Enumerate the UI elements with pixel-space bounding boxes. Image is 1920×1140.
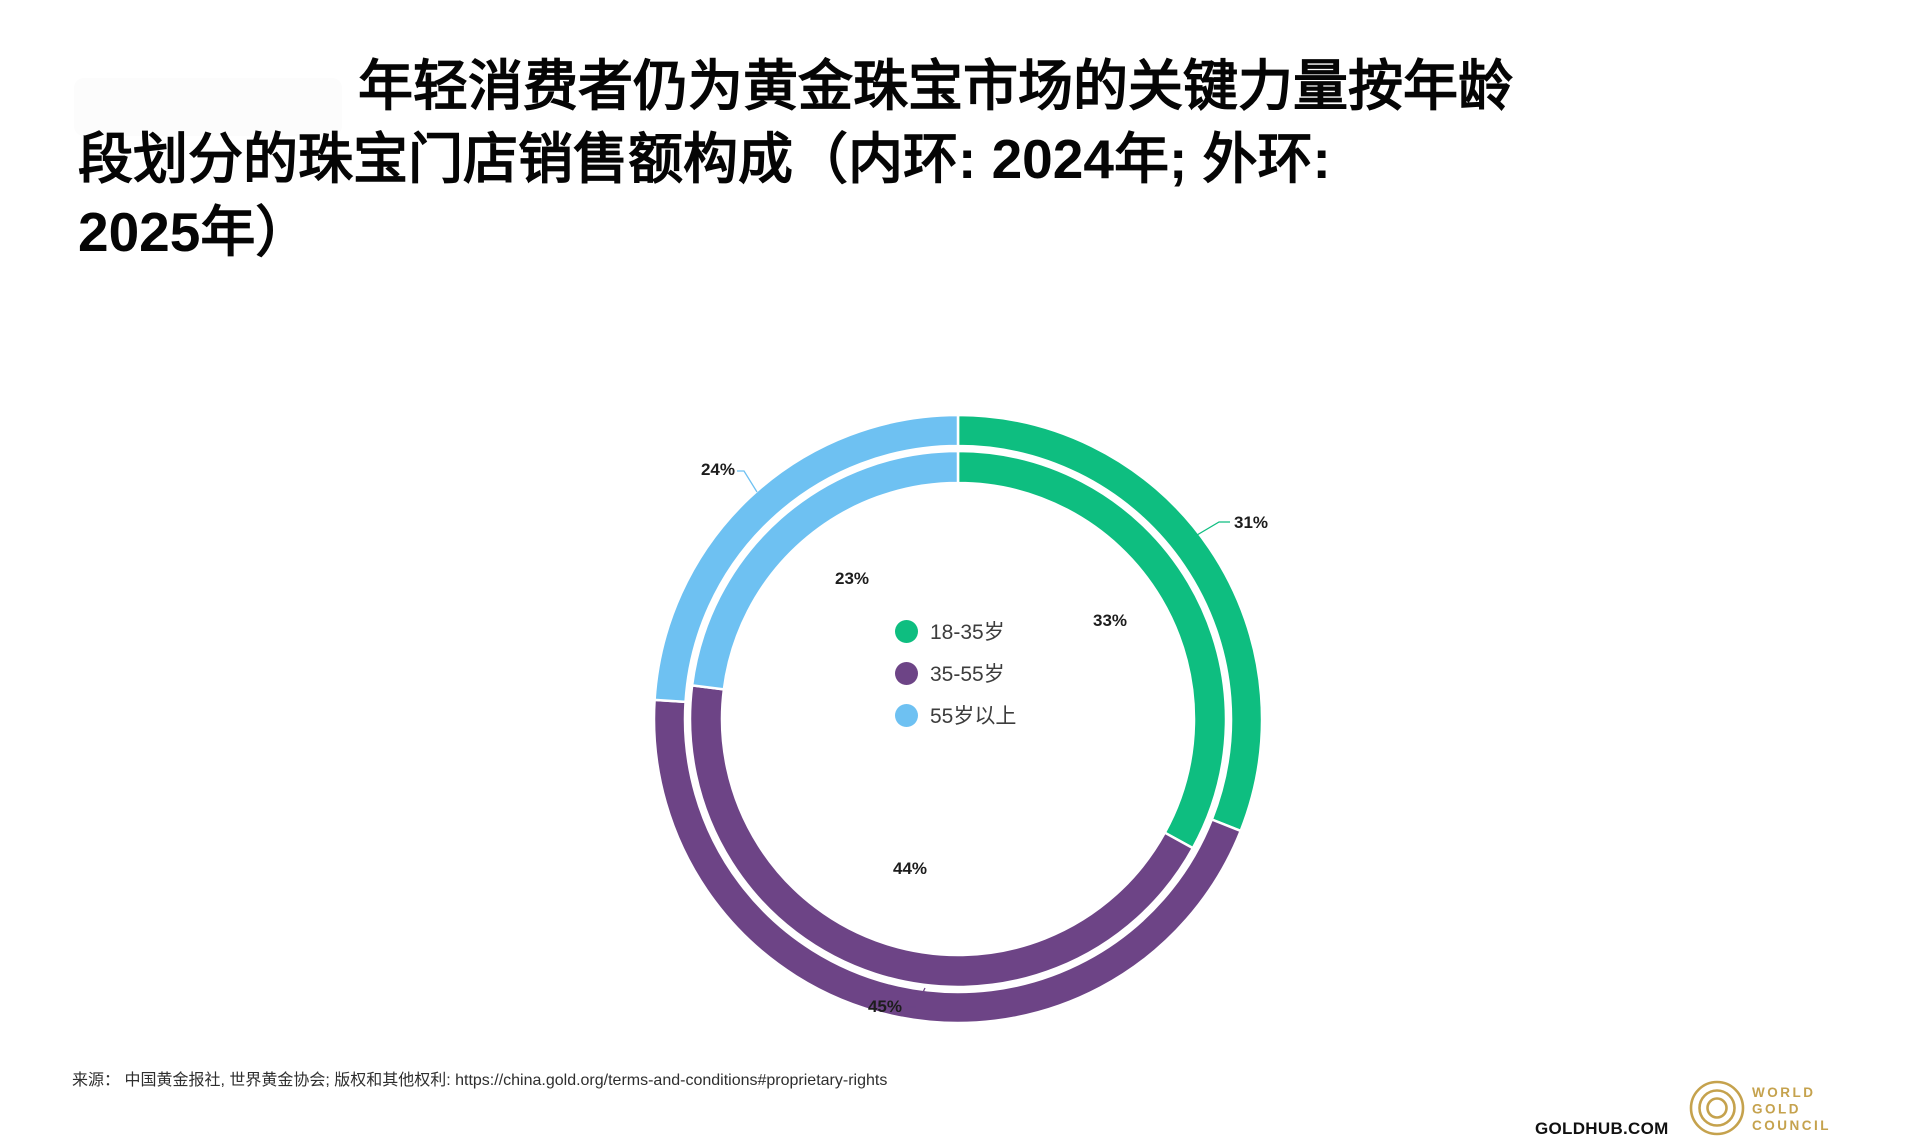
legend-swatch-18-35-icon bbox=[895, 619, 918, 643]
data-label-inner-18-35: 33% bbox=[1092, 611, 1128, 630]
title-line-1: 年轻消费者仍为黄金珠宝市场的关键力量按年龄 bbox=[358, 55, 1514, 117]
chart-legend: 18-35岁 35-55岁 55岁以上 bbox=[895, 616, 1016, 730]
logo-text-gold: GOLD bbox=[1752, 1102, 1801, 1117]
legend-label-55plus: 55岁以上 bbox=[930, 705, 1017, 728]
title-line-3: 2025年） bbox=[78, 201, 311, 263]
legend-item-35-55[interactable]: 35-55岁 bbox=[895, 658, 1016, 688]
data-label-inner-55plus: 23% bbox=[834, 569, 870, 588]
legend-label-35-55: 35-55岁 bbox=[930, 663, 1005, 686]
data-label-inner-35-55: 44% bbox=[892, 859, 928, 878]
source-attribution: 来源： 中国黄金报社, 世界黄金协会; 版权和其他权利: https://chi… bbox=[72, 1072, 888, 1089]
slice-2024年-55岁以上[interactable] bbox=[690, 449, 960, 691]
legend-swatch-55plus-icon bbox=[895, 703, 918, 727]
data-label-connector bbox=[737, 470, 758, 493]
title-line-2: 段划分的珠宝门店销售额构成（内环: 2024年; 外环: bbox=[78, 128, 1331, 190]
data-label-outer-18-35: 31% bbox=[1234, 513, 1269, 532]
legend-item-55plus[interactable]: 55岁以上 bbox=[895, 700, 1016, 730]
data-label-connector bbox=[1191, 521, 1230, 539]
legend-swatch-35-55-icon bbox=[895, 661, 918, 685]
logo-text-council: COUNCIL bbox=[1752, 1118, 1831, 1133]
whited-out-label bbox=[74, 78, 342, 136]
data-label-outer-55plus: 24% bbox=[700, 460, 735, 479]
data-label-connector bbox=[906, 987, 926, 1008]
logo-text-world: WORLD bbox=[1752, 1085, 1816, 1100]
goldhub-wordmark: GOLDHUB.COM bbox=[1535, 1119, 1669, 1138]
logo-rings-icon bbox=[1689, 1080, 1745, 1136]
legend-item-18-35[interactable]: 18-35岁 bbox=[895, 616, 1016, 646]
legend-label-18-35: 18-35岁 bbox=[930, 621, 1005, 644]
world-gold-council-logo-icon: WORLD GOLD COUNCIL bbox=[1689, 1080, 1831, 1136]
chart-title: 年轻消费者仍为黄金珠宝市场的关键力量按年龄 段划分的珠宝门店销售额构成（内环: … bbox=[78, 50, 1598, 269]
slice-2025年-55岁以上[interactable] bbox=[653, 413, 960, 704]
data-label-outer-35-55: 45% bbox=[867, 997, 902, 1016]
